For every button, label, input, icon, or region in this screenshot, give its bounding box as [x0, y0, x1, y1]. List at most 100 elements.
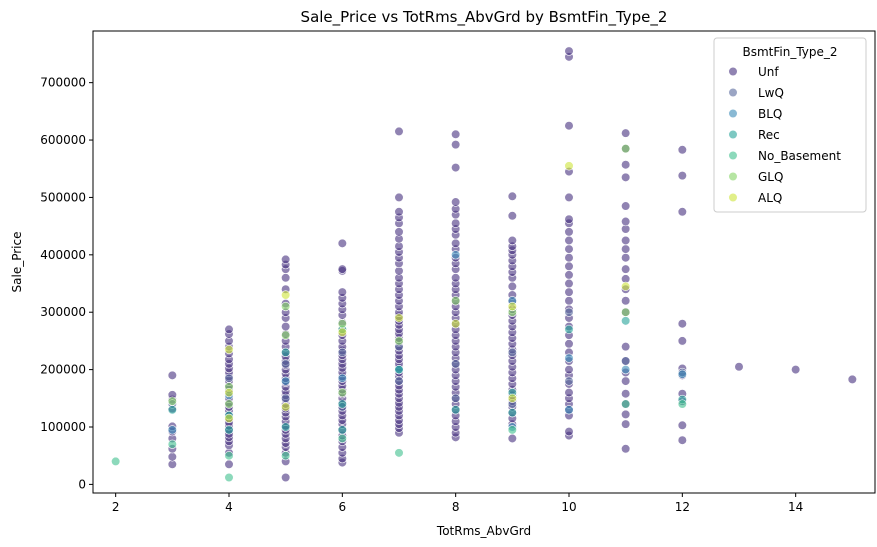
point-unf-292	[621, 201, 631, 211]
point-blq-9	[564, 405, 574, 415]
y-tick-label: 100000	[40, 420, 86, 434]
point-unf-303	[677, 336, 687, 346]
y-tick-label: 500000	[40, 190, 86, 204]
point-blq-3	[337, 373, 347, 383]
point-unf-278	[621, 376, 631, 386]
point-rec-7	[394, 365, 404, 375]
point-unf-268	[564, 192, 574, 203]
point-unf-265	[564, 227, 574, 237]
point-alq-6	[394, 313, 404, 323]
point-unf-39	[281, 472, 291, 483]
legend-label: BLQ	[758, 107, 782, 121]
point-unf-201	[451, 197, 461, 207]
point-glq-10	[621, 144, 631, 154]
point-glq-4	[281, 301, 291, 312]
legend-label: GLQ	[758, 170, 783, 184]
legend-marker	[728, 66, 738, 77]
point-alq-10	[564, 161, 574, 171]
x-tick-label: 14	[788, 500, 803, 514]
point-unf-202	[451, 162, 461, 173]
point-lwq-15	[621, 356, 631, 366]
x-tick-label: 8	[452, 500, 460, 514]
point-unf-283	[621, 296, 631, 306]
point-unf-288	[621, 244, 631, 254]
point-unf-304	[677, 319, 687, 329]
point-no-basement-4	[281, 451, 291, 461]
y-tick-label: 700000	[40, 76, 86, 90]
point-unf-73	[281, 273, 291, 283]
point-lwq-4	[281, 359, 291, 369]
point-rec-12	[621, 316, 631, 326]
point-unf-262	[564, 253, 574, 263]
point-blq-11	[677, 369, 687, 379]
point-unf-257	[564, 296, 574, 306]
x-tick-label: 2	[112, 500, 120, 514]
point-rec-8	[451, 405, 461, 415]
point-lwq-6	[337, 347, 347, 357]
point-glq-7	[394, 336, 404, 346]
point-unf-296	[621, 128, 631, 138]
point-unf-259	[564, 278, 574, 289]
legend-label: ALQ	[758, 191, 782, 205]
point-rec-5	[337, 399, 347, 409]
point-unf-246	[564, 387, 574, 398]
y-axis-ticks: 0 100000 200000 300000 400000 500000 600000 700…	[40, 76, 93, 491]
point-unf-229	[507, 281, 517, 291]
y-tick-label: 400000	[40, 248, 86, 262]
point-unf-239	[507, 191, 517, 201]
point-no-basement-10	[677, 399, 687, 409]
point-unf-267	[564, 214, 574, 224]
point-no-basement-5	[337, 433, 347, 444]
point-glq-3	[281, 330, 291, 340]
point-unf-270	[564, 121, 574, 131]
x-tick-label: 4	[225, 500, 233, 514]
point-unf-277	[621, 389, 631, 399]
point-unf-289	[621, 235, 631, 246]
legend-marker	[728, 150, 738, 161]
point-unf-111	[337, 287, 347, 297]
point-unf-263	[564, 244, 574, 254]
point-unf-306	[677, 171, 687, 181]
x-axis-label: TotRms_AbvGrd	[436, 524, 531, 538]
point-unf-161	[394, 126, 404, 137]
point-no-basement-3	[224, 451, 234, 461]
legend-label: LwQ	[758, 86, 784, 100]
point-glq-5	[337, 319, 347, 329]
chart-title: Sale_Price vs TotRms_AbvGrd by BsmtFin_T…	[301, 8, 668, 27]
point-lwq-10	[451, 359, 461, 369]
x-tick-label: 6	[339, 500, 347, 514]
point-unf-238	[507, 211, 517, 221]
point-lwq-12	[507, 347, 517, 357]
point-unf-203	[451, 140, 461, 150]
plot-frame	[92, 30, 876, 494]
y-tick-label: 200000	[40, 363, 86, 377]
point-rec-6	[337, 425, 347, 435]
legend-label: No_Basement	[758, 149, 841, 163]
point-no-basement-0	[111, 456, 121, 467]
point-unf-286	[621, 264, 631, 274]
point-rec-4	[281, 422, 291, 432]
point-unf-309	[791, 365, 801, 375]
legend: BsmtFin_Type_2 Unf LwQ BLQ Rec No_Basement GL…	[713, 37, 867, 213]
point-blq-5	[451, 250, 461, 260]
point-lwq-2	[224, 373, 234, 383]
point-unf-204	[451, 129, 461, 139]
point-unf-294	[621, 160, 631, 170]
point-rec-3	[281, 347, 291, 357]
point-unf-237	[507, 235, 517, 246]
y-tick-label: 300000	[40, 305, 86, 319]
point-unf-249	[564, 365, 574, 375]
point-unf-287	[621, 253, 631, 263]
y-tick-label: 0	[78, 477, 86, 491]
point-unf-272	[564, 46, 574, 56]
x-axis-ticks: 2 4 6 8 10 12 14	[112, 493, 803, 514]
point-glq-0	[167, 396, 177, 406]
point-blq-0	[167, 425, 177, 435]
point-rec-0	[167, 405, 177, 415]
point-unf-241	[564, 426, 574, 437]
point-unf-10	[224, 459, 234, 469]
point-unf-159	[394, 207, 404, 217]
point-unf-264	[564, 235, 574, 246]
point-alq-11	[621, 281, 631, 291]
